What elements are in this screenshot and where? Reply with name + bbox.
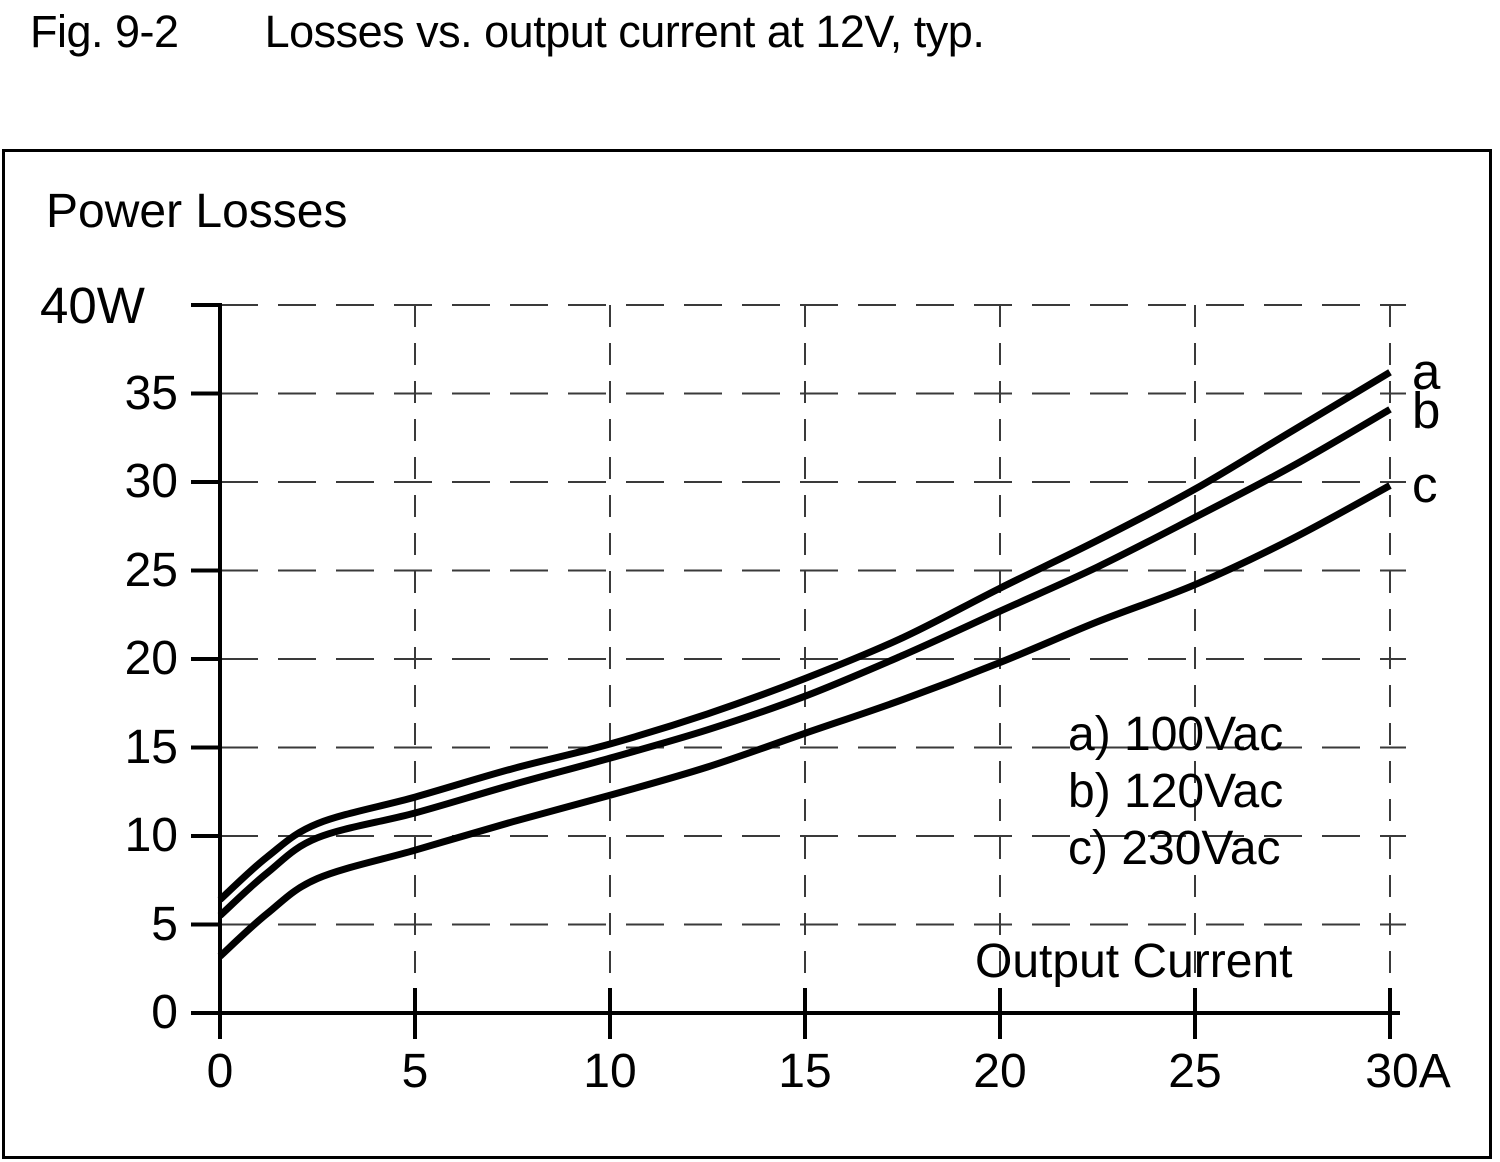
curve-label-a: a: [1412, 343, 1441, 400]
x-tick-label-10: 10: [583, 1045, 637, 1098]
x-tick-label-25: 25: [1168, 1045, 1222, 1098]
x-tick-label-0: 0: [206, 1045, 234, 1098]
y-axis-title: Power Losses: [46, 185, 348, 238]
legend-entry-a: a) 100Vac: [1068, 708, 1284, 761]
y-axis-max-label: 40W: [40, 277, 145, 334]
figure-title: Fig. 9-2 Losses vs. output current at 12…: [30, 6, 985, 58]
curve-label-b: b: [1412, 382, 1441, 439]
legend: a) 100Vac b) 120Vac c) 230Vac: [1068, 706, 1283, 877]
x-axis-title: Output Current: [975, 935, 1293, 988]
legend-entry-b: b) 120Vac: [1068, 765, 1284, 818]
legend-entry-c: c) 230Vac: [1068, 822, 1281, 875]
y-tick-label-15: 15: [124, 720, 178, 774]
curve-c: [217, 482, 1392, 959]
x-tick-label-5: 5: [401, 1045, 429, 1098]
chart-border-frame: [2, 149, 1492, 1159]
y-tick-label-30: 30: [124, 455, 178, 508]
curve-a: [217, 369, 1392, 903]
x-tick-label-20: 20: [973, 1045, 1027, 1098]
x-tick-label-30A: 30A: [1365, 1045, 1451, 1098]
curve-label-c: c: [1412, 456, 1438, 513]
figure-caption: Losses vs. output current at 12V, typ.: [264, 6, 985, 57]
y-tick-label-25: 25: [124, 543, 178, 597]
y-tick-label-35: 35: [124, 366, 178, 420]
y-tick-label-0: 0: [151, 986, 178, 1039]
x-tick-label-15: 15: [778, 1045, 832, 1098]
figure-number: Fig. 9-2: [30, 6, 179, 57]
y-tick-label-5: 5: [151, 897, 178, 951]
y-tick-label-20: 20: [124, 632, 178, 685]
y-tick-label-10: 10: [124, 809, 178, 862]
curve-b: [217, 406, 1392, 919]
